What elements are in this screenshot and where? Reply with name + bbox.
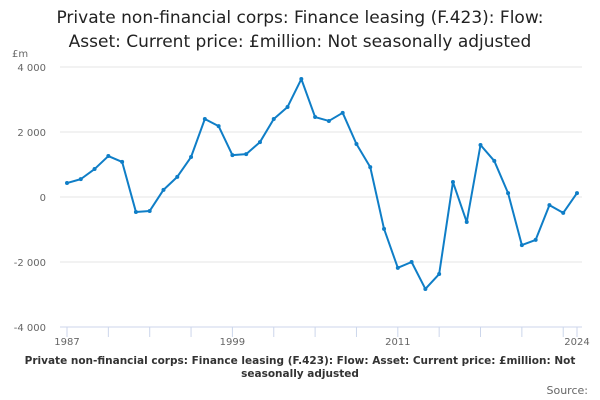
x-tick-label: 2011 (385, 337, 410, 348)
footer-caption: Private non-financial corps: Finance lea… (24, 355, 576, 380)
data-point (450, 180, 455, 185)
x-tick-label: 1999 (220, 337, 245, 348)
data-point (78, 177, 83, 182)
data-point (492, 158, 497, 163)
data-point (257, 140, 262, 145)
data-point (120, 159, 125, 164)
data-point (161, 187, 166, 192)
data-point (244, 152, 249, 157)
x-tick-label: 2024 (564, 337, 589, 348)
data-point (175, 174, 180, 179)
data-point (368, 165, 373, 170)
y-axis-label: £m (12, 49, 28, 60)
source-label: Source: (546, 384, 589, 397)
grid: 4 000 2 000 0 -2 000 -4 000 (14, 63, 582, 334)
data-point (423, 286, 428, 291)
data-point (519, 243, 524, 248)
y-tick-label: -4 000 (14, 323, 46, 334)
data-point (326, 118, 331, 123)
series (65, 77, 579, 291)
data-point (533, 237, 538, 242)
data-point (230, 153, 235, 158)
data-point (464, 220, 469, 225)
data-point (340, 110, 345, 115)
data-point (409, 260, 414, 264)
data-point (92, 167, 97, 172)
data-point (547, 203, 552, 208)
x-axis: 1987 1999 2011 2024 (54, 327, 590, 348)
data-point (313, 115, 318, 120)
y-tick-label: 4 000 (17, 63, 46, 74)
line-chart: £m 4 000 2 000 0 -2 000 -4 000 1987 1999 2011 2… (12, 49, 590, 348)
y-tick-label: -2 000 (14, 258, 46, 269)
data-point (506, 191, 511, 196)
series-line (66, 78, 578, 290)
data-point (478, 143, 483, 147)
data-point (147, 208, 152, 213)
data-point (575, 191, 579, 196)
data-point (354, 142, 359, 147)
data-point (285, 104, 290, 109)
data-point (133, 209, 138, 214)
data-point (65, 181, 69, 186)
chart-title: Private non-financial corps: Finance lea… (0, 6, 600, 54)
data-point (561, 210, 566, 215)
title-line-2: Asset: Current price: £million: Not seas… (68, 32, 532, 52)
data-point (395, 265, 400, 270)
data-point (216, 124, 221, 129)
x-tick-label: 1987 (54, 337, 79, 348)
data-point (106, 154, 111, 159)
data-point (189, 155, 194, 160)
data-point (437, 272, 442, 277)
data-point (202, 117, 207, 121)
y-tick-label: 0 (40, 193, 46, 204)
data-point (299, 77, 304, 82)
data-point (382, 226, 387, 231)
title-line-1: Private non-financial corps: Finance lea… (56, 8, 544, 28)
data-point (271, 117, 276, 121)
y-tick-label: 2 000 (17, 128, 46, 139)
